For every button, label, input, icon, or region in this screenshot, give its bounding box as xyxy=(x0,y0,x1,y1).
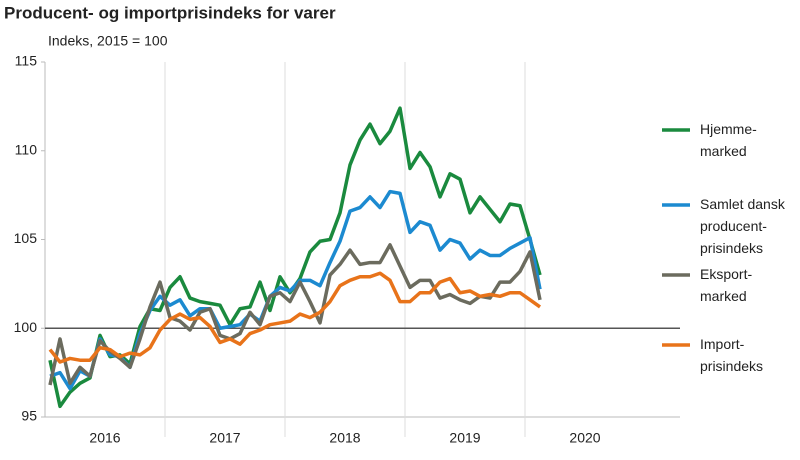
x-tick-label: 2019 xyxy=(449,430,480,446)
legend-label: Eksport-marked xyxy=(700,266,752,304)
legend-label: Hjemme-marked xyxy=(700,121,757,159)
y-tick-label: 110 xyxy=(15,141,38,157)
legend-label: Samlet dansk producent-prisindeks xyxy=(700,196,786,256)
y-tick-label: 100 xyxy=(14,319,38,335)
x-tick-label: 2017 xyxy=(209,430,240,446)
series-line xyxy=(48,243,542,386)
x-tick-label: 2020 xyxy=(569,430,600,446)
y-tick-label: 105 xyxy=(14,230,38,246)
legend-label: Import-prisindeks xyxy=(700,336,763,374)
series-line xyxy=(48,271,542,364)
y-tick-label: 95 xyxy=(21,408,37,424)
x-tick-label: 2016 xyxy=(89,430,120,446)
y-tick-label: 115 xyxy=(15,53,38,69)
x-tick-label: 2018 xyxy=(329,430,360,446)
chart-subtitle: Indeks, 2015 = 100 xyxy=(48,33,168,49)
chart-title: Producent- og importprisindeks for varer xyxy=(4,3,336,22)
